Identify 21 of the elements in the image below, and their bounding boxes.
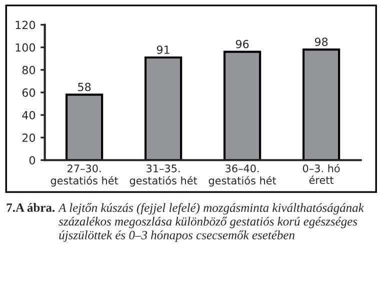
bar: [302, 48, 340, 160]
y-tick-label: 0: [29, 156, 36, 165]
y-tick-label: 60: [22, 88, 36, 97]
y-tick-label: 100: [16, 43, 36, 52]
bar: [223, 50, 262, 160]
text: 7.A ábra.: [6, 203, 55, 212]
x-tick-label: 27–30. gestatiós hét: [50, 164, 118, 187]
data-label: 98: [314, 38, 328, 46]
x-tick-label: 31–35. gestatiós hét: [130, 164, 198, 187]
bar: [144, 56, 182, 160]
y-tick-label: 40: [22, 110, 36, 120]
data-label: 91: [156, 46, 170, 54]
data-label: 96: [236, 40, 249, 48]
y-tick-label: 20: [22, 134, 36, 142]
data-label: 58: [78, 82, 91, 92]
bar: [65, 94, 104, 160]
y-tick-label: 120: [16, 20, 36, 30]
x-tick-label: 36–40. gestatiós hét: [208, 164, 276, 187]
y-tick-label: 80: [22, 66, 36, 74]
x-tick-label: 0–3. hó érett: [302, 164, 340, 184]
text: A lejtőn kúszás (fejjel lefelé) mozgásminta kiválthatóságának százalékos megoszlása különböző gestatiós korú egészséges újszülöttek és 0–3 hónapos csecsemők esetében: [58, 203, 364, 242]
